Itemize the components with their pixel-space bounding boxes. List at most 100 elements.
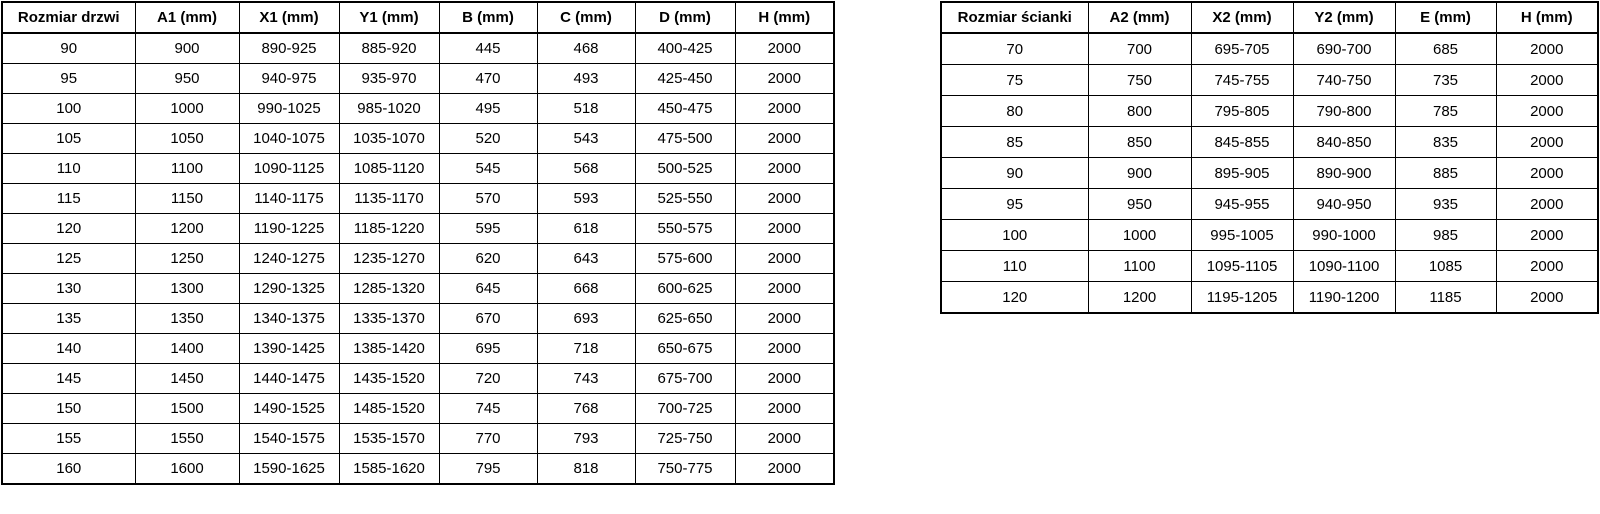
table-cell: 2000	[734, 213, 835, 244]
door-size-table: Rozmiar drzwi A1 (mm) X1 (mm) Y1 (mm) B (mm)…	[1, 1, 835, 485]
table-cell: 2000	[1495, 250, 1599, 282]
table-cell: 1540-1575	[238, 423, 340, 454]
table-row: 95 950 945-955 940-950 935 2000	[940, 188, 1599, 220]
table-cell: 740-750	[1292, 64, 1396, 96]
table-cell: 600-625	[634, 273, 736, 304]
column-header: D (mm)	[634, 1, 736, 34]
table-cell: 845-855	[1190, 126, 1294, 158]
table-row: 145 1450 1440-1475 1435-1520 720 743 675-700 20…	[1, 363, 835, 394]
wall-size-table: Rozmiar ścianki A2 (mm) X2 (mm) Y2 (mm) E (m…	[940, 1, 1599, 314]
table-cell: 495	[438, 93, 538, 124]
table-cell: 1185-1220	[338, 213, 440, 244]
table-row: 95 950 940-975 935-970 470 493 425-450 2000	[1, 63, 835, 94]
table-cell: 1190-1225	[238, 213, 340, 244]
table-cell: 500-525	[634, 153, 736, 184]
table-cell: 2000	[734, 453, 835, 485]
table-cell: 1200	[1087, 281, 1192, 314]
table-cell: 1195-1205	[1190, 281, 1294, 314]
table-cell: 568	[536, 153, 636, 184]
table-cell: 900	[134, 32, 240, 64]
table-cell: 593	[536, 183, 636, 214]
column-header: H (mm)	[734, 1, 835, 34]
table-cell: 625-650	[634, 303, 736, 334]
table-cell: 2000	[734, 393, 835, 424]
table-row: 90 900 895-905 890-900 885 2000	[940, 157, 1599, 189]
table-cell: 90	[1, 32, 136, 64]
table-cell: 450-475	[634, 93, 736, 124]
table-cell: 795-805	[1190, 95, 1294, 127]
table-cell: 2000	[1495, 281, 1599, 314]
table-cell: 885-920	[338, 32, 440, 64]
table-cell: 750	[1087, 64, 1192, 96]
table-cell: 1590-1625	[238, 453, 340, 485]
table-cell: 618	[536, 213, 636, 244]
table-cell: 130	[1, 273, 136, 304]
table-cell: 120	[1, 213, 136, 244]
table-cell: 695-705	[1190, 32, 1294, 65]
table-cell: 1040-1075	[238, 123, 340, 154]
table-row: 160 1600 1590-1625 1585-1620 795 818 750-775 20…	[1, 453, 835, 485]
table-cell: 690-700	[1292, 32, 1396, 65]
table-cell: 685	[1394, 32, 1497, 65]
table-cell: 1390-1425	[238, 333, 340, 364]
table-cell: 1290-1325	[238, 273, 340, 304]
table-cell: 1535-1570	[338, 423, 440, 454]
table-cell: 2000	[734, 363, 835, 394]
table-cell: 140	[1, 333, 136, 364]
table-row: 85 850 845-855 840-850 835 2000	[940, 126, 1599, 158]
table-cell: 695	[438, 333, 538, 364]
table-cell: 1000	[134, 93, 240, 124]
table-cell: 1200	[134, 213, 240, 244]
table-cell: 1340-1375	[238, 303, 340, 334]
table-cell: 1440-1475	[238, 363, 340, 394]
table-cell: 950	[134, 63, 240, 94]
table-cell: 835	[1394, 126, 1497, 158]
table-cell: 100	[940, 219, 1089, 251]
table-cell: 1185	[1394, 281, 1497, 314]
table-cell: 90	[940, 157, 1089, 189]
table-cell: 2000	[734, 63, 835, 94]
table-cell: 745-755	[1190, 64, 1294, 96]
table-cell: 1135-1170	[338, 183, 440, 214]
table-row: 130 1300 1290-1325 1285-1320 645 668 600-625 20…	[1, 273, 835, 304]
table-cell: 475-500	[634, 123, 736, 154]
table-cell: 145	[1, 363, 136, 394]
table-cell: 543	[536, 123, 636, 154]
table-cell: 793	[536, 423, 636, 454]
column-header: X1 (mm)	[238, 1, 340, 34]
table-cell: 1350	[134, 303, 240, 334]
table-cell: 2000	[734, 243, 835, 274]
table-cell: 643	[536, 243, 636, 274]
column-header: Rozmiar ścianki	[940, 1, 1089, 34]
table-cell: 520	[438, 123, 538, 154]
table-cell: 2000	[1495, 157, 1599, 189]
table-cell: 1400	[134, 333, 240, 364]
table-cell: 818	[536, 453, 636, 485]
header-row: Rozmiar drzwi A1 (mm) X1 (mm) Y1 (mm) B (mm)…	[1, 1, 835, 34]
table-cell: 700-725	[634, 393, 736, 424]
table-cell: 125	[1, 243, 136, 274]
table-row: 155 1550 1540-1575 1535-1570 770 793 725-750 20…	[1, 423, 835, 454]
table-cell: 900	[1087, 157, 1192, 189]
table-cell: 940-975	[238, 63, 340, 94]
table-cell: 1300	[134, 273, 240, 304]
table-cell: 550-575	[634, 213, 736, 244]
table-row: 110 1100 1095-1105 1090-1100 1085 2000	[940, 250, 1599, 282]
table-cell: 885	[1394, 157, 1497, 189]
table-cell: 935-970	[338, 63, 440, 94]
table-cell: 785	[1394, 95, 1497, 127]
table-cell: 1190-1200	[1292, 281, 1396, 314]
table-cell: 493	[536, 63, 636, 94]
column-header: A1 (mm)	[134, 1, 240, 34]
table-cell: 1085-1120	[338, 153, 440, 184]
table-cell: 525-550	[634, 183, 736, 214]
table-cell: 1285-1320	[338, 273, 440, 304]
table-cell: 743	[536, 363, 636, 394]
table-cell: 518	[536, 93, 636, 124]
table-row: 70 700 695-705 690-700 685 2000	[940, 32, 1599, 65]
table-row: 110 1100 1090-1125 1085-1120 545 568 500-525 20…	[1, 153, 835, 184]
table-cell: 2000	[1495, 188, 1599, 220]
table-cell: 80	[940, 95, 1089, 127]
table-cell: 2000	[734, 32, 835, 64]
